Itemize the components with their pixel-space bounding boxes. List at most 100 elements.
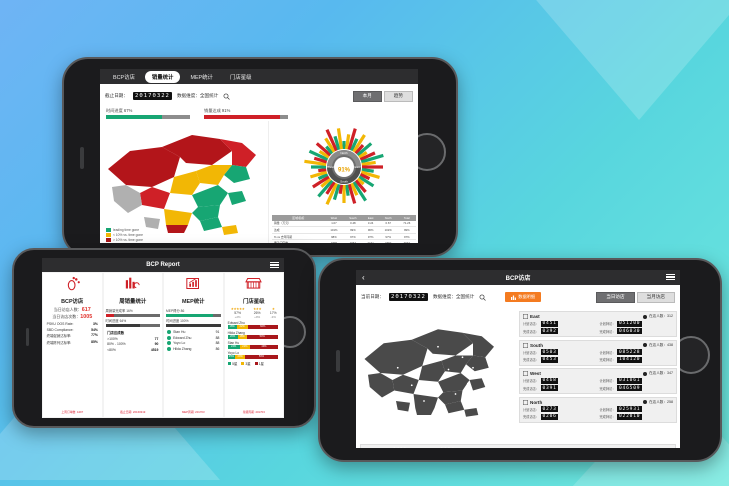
chevron-left-icon[interactable]: ‹	[362, 272, 365, 282]
table-cell: 0.48	[343, 220, 363, 228]
table-cell: 销量（万元）	[272, 220, 325, 228]
tab-bcp-visit[interactable]: BCP访店	[113, 74, 135, 81]
th: 区域/指标	[272, 214, 325, 221]
radial-bar-chart[interactable]: 全国达成 91% North South West East 区域/指标 We	[268, 121, 418, 243]
svg-text:North: North	[340, 151, 348, 155]
status-dot	[167, 346, 172, 351]
card-store-rating[interactable]: 门店星级 ★★★★★ 57% +2% ★★★ 26% +9%	[224, 273, 283, 417]
region-card[interactable]: North 在店人数：258 计划访店： 0273 计划拜访： 025931 完成访店： 02…	[519, 396, 677, 423]
sub-title-row: 门店达成数	[107, 330, 158, 335]
radial-bar	[352, 134, 366, 153]
star-pct: 57%	[234, 311, 242, 315]
region-row: 计划访店： 0273 计划拜访： 025931	[523, 406, 673, 412]
table-cell: 97%	[343, 233, 363, 241]
plan-visit-value: 025931	[617, 406, 642, 412]
table-header-row: 区域/指标 West South East North Total	[272, 214, 416, 221]
person-bar: Hilda Zhang 20% 18% 50%	[227, 331, 278, 339]
search-icon[interactable]	[223, 87, 231, 105]
data-detail-button[interactable]: 数据明细	[505, 292, 542, 302]
star-col: ★ 17% -3%	[270, 307, 277, 319]
star-legend: 5星 3星 1星	[228, 361, 279, 366]
seg-trend[interactable]: 趋势	[383, 90, 413, 102]
table-row: % vs 去年同期 98% 97% 97% 97% 97%	[272, 233, 416, 241]
date-value[interactable]: 20170322	[388, 293, 428, 301]
rank-score: 88	[215, 341, 220, 346]
th: Total	[397, 214, 416, 221]
person-bar-segment: 15%	[227, 355, 236, 359]
radial-bar	[320, 177, 332, 188]
person-bar-segment: 21%	[239, 345, 251, 349]
hamburger-icon[interactable]	[666, 273, 675, 281]
phone-speaker	[336, 350, 340, 372]
radial-bar	[352, 181, 367, 202]
top-tab-bar: BCP访店 销量统计 MEP统计 门店星级	[100, 69, 418, 84]
card-weekly-sales[interactable]: 周销量统计 周销量完成率 16% 时间进度 64% 门店达成数 >100% 77 …	[103, 273, 162, 417]
radial-bar	[315, 142, 332, 157]
region-card[interactable]: South 在店人数：438 计划访店： 0503 计划拜访： 085228 完成访店： 04…	[519, 339, 677, 366]
seg-month-visit[interactable]: 当月访店	[636, 291, 675, 303]
map-pin-icon	[523, 371, 528, 376]
legend-swatch-red	[106, 238, 111, 242]
seg-month[interactable]: 本月	[352, 90, 382, 102]
region-row: 完成访店： 0392 完成拜访： 046030	[523, 328, 673, 334]
search-icon[interactable]	[479, 288, 487, 306]
done-visit-value: 046030	[617, 328, 642, 334]
mini-bar-track	[105, 313, 160, 318]
card-bcp-visit[interactable]: BCP访店 当日访店人数：617 当日访店次数：1005 PSKU OOS Ra…	[43, 273, 102, 417]
radial-bar	[359, 173, 371, 181]
sales-progress-label: 销量达成 91%	[204, 108, 231, 113]
region-people: 在店人数：258	[643, 400, 673, 405]
region-people: 在店人数：438	[643, 343, 673, 348]
china-grey-map[interactable]	[356, 309, 516, 442]
radial-bar	[308, 149, 329, 161]
region-list[interactable]: East 在店人数：312 计划访店： 0451 计划拜访： 051200 完成访店： 039…	[516, 309, 680, 442]
line-chart-icon	[185, 276, 202, 296]
done-visit-label: 完成拜访：	[599, 358, 616, 362]
radial-bar	[317, 173, 329, 181]
list-item: Stan Hu 91	[167, 329, 220, 334]
region-card[interactable]: East 在店人数：312 计划访店： 0451 计划拜访： 051200 完成访店： 039…	[519, 311, 677, 337]
tab-mep-stats[interactable]: MEP统计	[190, 74, 213, 81]
person-bar-segment: 24%	[227, 345, 240, 349]
table-cell: 97%	[397, 233, 416, 241]
china-choropleth-map[interactable]: leading time gone < 10% vs. time gone > …	[100, 121, 268, 243]
region-row: 完成访店： 0391 完成拜访： 046509	[523, 385, 673, 391]
radial-chart-svg: 全国达成 91% North South West East	[304, 128, 384, 205]
region-card[interactable]: West 在店人数：347 计划访店： 0468 计划拜访： 031061 完成访店： 039…	[519, 368, 677, 394]
rank-score: 91	[215, 329, 220, 334]
report-nav-bar: BCP Report	[42, 258, 284, 272]
top-body: leading time gone < 10% vs. time gone > …	[100, 121, 418, 243]
footprint-icon	[64, 276, 81, 296]
date-value[interactable]: 20170322	[132, 92, 172, 100]
tab-sales-stats[interactable]: 销量统计	[144, 70, 181, 83]
kv-value: 617	[81, 306, 91, 313]
table-cell: 覆盖门店数	[272, 239, 325, 243]
card-title: MEP统计	[182, 299, 205, 305]
mini-bar-track	[105, 323, 160, 328]
person-bar-track: 18% 22% 60%	[227, 325, 278, 329]
status-dot	[167, 329, 172, 334]
radial-bar	[359, 151, 376, 161]
rank-score: 86	[215, 346, 220, 351]
page-title: BCP Report	[146, 262, 180, 268]
radial-bar	[317, 179, 334, 198]
phone-right-screen: ‹ BCP访店 当前日期： 20170322 数据维度：全国统计 数据明细 当日…	[356, 270, 680, 448]
status-dot	[167, 335, 172, 340]
rank-name: Edward Zhu	[173, 335, 192, 340]
list-item: Yoyo Lo 88	[167, 341, 220, 346]
legend-item: < 10% vs. time gone	[106, 233, 143, 237]
card-mep-stats[interactable]: MEP统计 MEP得分 86 时间进度 100% Stan Hu 91 Edwar…	[164, 273, 223, 417]
hamburger-icon[interactable]	[270, 261, 279, 269]
tab-store-rating[interactable]: 门店星级	[229, 74, 252, 81]
radial-bar	[344, 134, 351, 150]
done-visit-value: 022010	[617, 413, 642, 420]
phone-left-screen: BCP Report BCP访店 当日访店人数：617 当日访店次数：1005	[42, 258, 284, 418]
table-cell: % vs 去年同期	[272, 233, 325, 241]
mini-bar-label: 时间进度 64%	[105, 318, 127, 323]
current-people-value: 0084	[438, 447, 457, 448]
table-row: 达成 101% 99% 96% 102% 99%	[272, 226, 416, 234]
card-title: BCP访店	[61, 299, 84, 305]
done-visit-value: 104120	[617, 356, 642, 363]
seg-today-visit[interactable]: 当日访店	[596, 291, 635, 303]
stat-row: >100% 77	[107, 337, 158, 341]
